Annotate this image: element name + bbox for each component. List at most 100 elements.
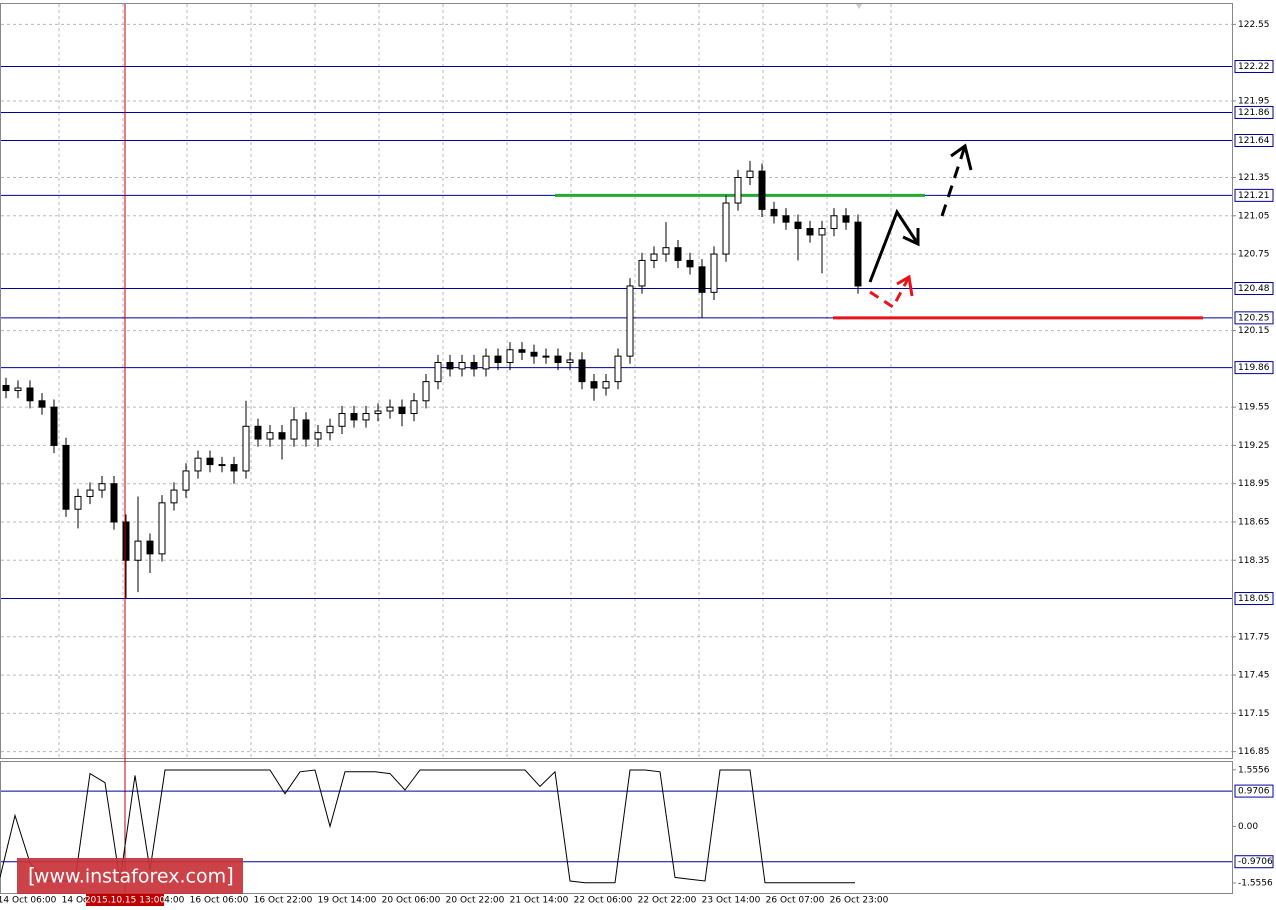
- candle-body: [518, 349, 526, 353]
- candle-body: [782, 215, 790, 223]
- candle-body: [374, 410, 382, 415]
- candle-body: [458, 362, 466, 370]
- y-tick-label: 0.00: [1238, 822, 1258, 832]
- candle-body: [638, 259, 646, 287]
- level-label-box: [1234, 311, 1274, 325]
- candle-body: [662, 247, 670, 255]
- candle-body: [650, 253, 658, 261]
- candle-body: [758, 170, 766, 210]
- y-tick-label: 117.45: [1238, 671, 1270, 681]
- candle-body: [854, 221, 862, 287]
- candle-body: [350, 413, 358, 421]
- candle-body: [554, 355, 562, 364]
- x-tick-label: 16 Oct 06:00: [190, 896, 249, 906]
- candle-body: [266, 432, 274, 440]
- bracket: ]: [226, 864, 234, 888]
- bracket: [: [28, 864, 36, 888]
- candle-body: [158, 502, 166, 555]
- candle-body: [26, 387, 34, 402]
- x-tick-label: 22 Oct 22:00: [638, 896, 697, 906]
- candle-body: [710, 253, 718, 293]
- indicator-line: [0, 769, 855, 884]
- level-label: 122.22: [1238, 62, 1270, 72]
- candle-body: [686, 259, 694, 268]
- y-tick-label: -1.5556: [1238, 879, 1273, 889]
- level-label-box: [1234, 188, 1274, 202]
- candle-body: [542, 355, 550, 358]
- y-tick-label: 121.35: [1238, 173, 1270, 183]
- level-label-box: [1234, 134, 1274, 148]
- candle-body: [422, 381, 430, 402]
- y-tick-label: 118.95: [1238, 479, 1270, 489]
- y-tick-label: 118.65: [1238, 517, 1270, 527]
- y-tick-label: 117.75: [1238, 632, 1270, 642]
- level-label: 119.86: [1238, 363, 1270, 373]
- candle-body: [2, 384, 10, 392]
- candle-body: [614, 355, 622, 383]
- level-label-box: [1234, 105, 1274, 119]
- candle-body: [110, 483, 118, 523]
- level-label-box: [1234, 60, 1274, 74]
- y-tick-label: 119.55: [1238, 403, 1270, 413]
- level-label: 120.48: [1238, 284, 1270, 294]
- candle-body: [566, 359, 574, 364]
- level-label-box: [1234, 592, 1274, 606]
- candle-body: [674, 247, 682, 261]
- level-label-box: [1234, 855, 1274, 869]
- candle-body: [506, 349, 514, 364]
- crosshair-label-box: [86, 894, 164, 906]
- candle-body: [74, 495, 82, 510]
- candle-body: [62, 444, 70, 510]
- y-tick-label: 118.35: [1238, 556, 1270, 566]
- candle-body: [578, 359, 586, 383]
- y-tick-label: 119.25: [1238, 441, 1270, 451]
- candle-body: [134, 540, 142, 561]
- candle-body: [806, 228, 814, 236]
- candle-body: [746, 170, 754, 179]
- candle-body: [170, 489, 178, 504]
- x-tick-label: 21 Oct 14:00: [510, 896, 569, 906]
- candle-body: [290, 419, 298, 440]
- candle-body: [326, 425, 334, 434]
- candle-body: [218, 464, 226, 467]
- shift-marker: [856, 4, 862, 9]
- y-tick-label: 1.5556: [1238, 765, 1270, 775]
- candle-body: [38, 400, 46, 408]
- candle-body: [434, 362, 442, 383]
- candle-body: [194, 457, 202, 472]
- candle-body: [182, 470, 190, 491]
- candle-body: [494, 355, 502, 364]
- candle-body: [98, 483, 106, 491]
- candle-body: [530, 351, 538, 357]
- watermark-text: www.instaforex.com: [34, 866, 226, 888]
- candle-body: [842, 215, 850, 223]
- y-tick-label: 116.85: [1238, 747, 1270, 757]
- level-label: 121.64: [1238, 136, 1270, 146]
- candle-body: [770, 208, 778, 217]
- y-tick-label: 121.05: [1238, 211, 1270, 221]
- x-tick-label: 20 Oct 22:00: [446, 896, 505, 906]
- candle-body: [254, 425, 262, 440]
- y-tick-label: 120.15: [1238, 326, 1270, 336]
- y-tick-label: 120.75: [1238, 250, 1270, 260]
- candle-body: [410, 400, 418, 415]
- candle-body: [362, 413, 370, 421]
- candle-body: [830, 215, 838, 230]
- candle-body: [734, 177, 742, 204]
- crosshair-label: 2015.10.15 13:00: [85, 896, 166, 906]
- forecast-arrow: [868, 208, 920, 283]
- candle-body: [386, 406, 394, 412]
- arrow-head: [902, 228, 920, 247]
- x-tick-label: 26 Oct 23:00: [830, 896, 889, 906]
- watermark: [ www.instaforex.com ]: [17, 858, 243, 894]
- watermark-box: [17, 858, 243, 894]
- level-label: 118.05: [1238, 594, 1270, 604]
- candle-body: [14, 387, 22, 392]
- x-tick-label: 14 Oct 06:00: [0, 896, 57, 906]
- level-label: 121.86: [1238, 108, 1270, 118]
- forecast-arrow-dashed: [940, 145, 967, 217]
- candle-body: [698, 266, 706, 293]
- candle-body: [230, 464, 238, 472]
- candle-body: [314, 432, 322, 440]
